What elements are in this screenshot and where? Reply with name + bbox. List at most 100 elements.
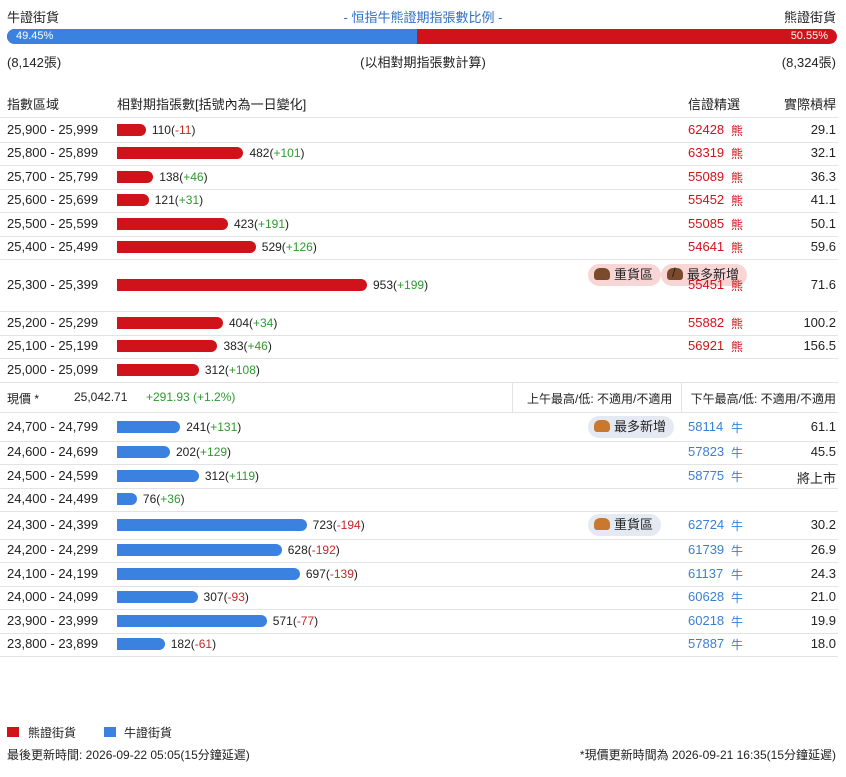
warrant-code[interactable]: 55089 [688, 168, 725, 184]
change: +31 [178, 193, 200, 208]
warrant-kind: 熊 [731, 194, 744, 209]
warrant-code[interactable]: 61137 [688, 565, 724, 581]
count-bar [117, 567, 300, 580]
warrant-code[interactable]: 55451 [688, 277, 725, 292]
bull-total: (8,142張) [7, 55, 62, 70]
warrant-code[interactable]: 56921 [688, 338, 725, 354]
count-label: 182(-61) [170, 637, 217, 652]
change: +101 [273, 146, 301, 161]
leverage: 30.2 [810, 516, 836, 532]
count: 182 [170, 637, 191, 652]
warrant-kind: 牛 [731, 638, 744, 653]
tag: 最多新增 [661, 264, 748, 286]
count: 723 [312, 517, 333, 532]
tag: 最多新增 [588, 415, 675, 438]
change: +46 [247, 339, 268, 354]
count-label: 202(+129) [175, 445, 232, 460]
warrant-code[interactable]: 62724 [688, 516, 725, 532]
warrant-code[interactable]: 62428 [688, 121, 725, 137]
count-bar [117, 469, 199, 482]
change: -11 [174, 122, 192, 137]
leverage: 71.6 [810, 277, 836, 292]
warrant-kind: 牛 [731, 567, 744, 582]
count-label: 121(+31) [154, 193, 204, 208]
change: +129 [200, 445, 228, 460]
warrant-kind: 熊 [731, 340, 744, 355]
table-row: 24,500 - 24,599 312(+119) 58775 牛 將上市 [0, 464, 838, 489]
count-label: 312(+119) [204, 468, 260, 483]
warrant-code[interactable]: 57823 [688, 444, 725, 460]
count-label: 404(+34) [228, 315, 278, 330]
table-row: 23,900 - 23,999 571(-77) 60218 牛 19.9 [0, 609, 838, 634]
range: 24,000 - 24,099 [7, 589, 99, 605]
count-bar [117, 316, 223, 329]
pm-range: 下午最高/低: 不適用/不適用 [690, 392, 836, 406]
warrant-code[interactable]: 58114 [688, 418, 724, 434]
warrant-kind: 熊 [731, 316, 744, 331]
warrant-code[interactable]: 60628 [688, 589, 725, 605]
range: 25,700 - 25,799 [7, 168, 99, 184]
change: +199 [397, 278, 425, 292]
warrant-code[interactable]: 55085 [688, 215, 725, 231]
leverage: 45.5 [810, 444, 836, 460]
table-row: 24,300 - 24,399 723(-194) 重貨區 62724 牛 30.2 [0, 511, 838, 540]
count-label: 312(+108) [204, 362, 260, 377]
count: 110 [151, 122, 171, 137]
count: 697 [305, 566, 326, 581]
warrant-code[interactable]: 55882 [688, 314, 725, 330]
count-label: 423(+191) [233, 216, 290, 231]
tags: 重貨區 最多新增 / [588, 260, 748, 286]
range: 24,100 - 24,199 [7, 565, 99, 581]
count-bar [117, 123, 146, 136]
count: 404 [228, 315, 249, 330]
leverage: 61.1 [810, 418, 836, 434]
warrant-code[interactable]: 61739 [688, 542, 725, 558]
warrant-code[interactable]: 63319 [688, 145, 725, 161]
count-bar [117, 638, 165, 651]
count-label: 383(+46) [223, 339, 272, 354]
count: 423 [233, 216, 254, 231]
warrant-kind: 牛 [731, 518, 744, 533]
tag-text: 重貨區 [614, 267, 654, 282]
change: +46 [183, 169, 204, 184]
warrant-code[interactable]: 58775 [688, 467, 725, 483]
change: -192 [311, 543, 336, 558]
warrant-code[interactable]: 60218 [688, 612, 725, 628]
count: 953 [373, 278, 394, 292]
count: 529 [261, 240, 282, 255]
price-row: 現價 * 25,042.71 +291.93 (+1.2%) 上午最高/低: 不… [0, 382, 838, 413]
count: 307 [203, 590, 224, 605]
count-bar [117, 217, 228, 230]
leverage: 將上市 [796, 470, 836, 486]
warrant-kind: 熊 [731, 147, 744, 162]
count: 312 [204, 362, 225, 377]
range: 23,800 - 23,899 [7, 636, 99, 652]
count: 383 [223, 339, 244, 354]
range: 25,800 - 25,899 [7, 145, 99, 161]
leverage: 21.0 [810, 589, 836, 605]
count: 241 [186, 419, 207, 434]
warrant-code[interactable]: 54641 [688, 239, 725, 255]
warrant-kind: 熊 [731, 279, 744, 293]
count-label: 307(-93) [203, 590, 249, 605]
count-bar [117, 147, 244, 160]
table-row: 25,700 - 25,799 138(+46) 55089 熊 36.3 [0, 165, 838, 190]
range: 25,300 - 25,399 [7, 277, 99, 292]
range: 24,700 - 24,799 [7, 418, 99, 434]
range: 23,900 - 23,999 [7, 612, 99, 628]
warrant-code[interactable]: 57887 [688, 636, 725, 652]
count-label: 529(+126) [261, 240, 317, 255]
tag-text: 最多新增 [614, 418, 667, 434]
warrant-kind: 牛 [731, 420, 744, 435]
count: 628 [287, 543, 308, 558]
warrant-code[interactable]: 55452 [688, 192, 725, 208]
table-row: 24,200 - 24,299 628(-192) 61739 牛 26.9 [0, 539, 838, 563]
tags: 重貨區 [588, 513, 682, 536]
table-row: 25,300 - 25,399 953(+199) 重貨區 最多新增/55451 熊 71… [0, 259, 838, 312]
count-label: 723(-194) [312, 517, 365, 532]
col: 指數區域 [7, 97, 60, 112]
count: 76 [142, 492, 157, 507]
footer-left: 最後更新時間: 2026-09-22 05:05(15分鐘延遲) [7, 748, 250, 762]
table-row: 25,900 - 25,999 110(-11) 62428 熊 29.1 [0, 118, 838, 143]
